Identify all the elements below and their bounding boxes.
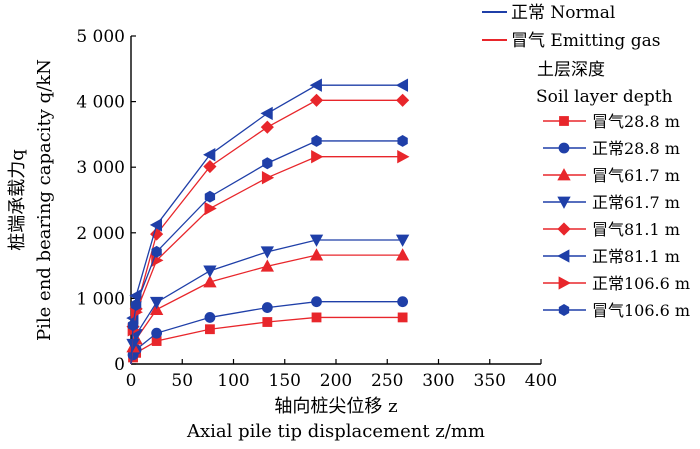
data-point: [262, 317, 273, 327]
x-tick-label: 0: [126, 371, 137, 391]
x-axis-ticks: 0 50 100 150 200 250 300 350 400: [126, 359, 557, 391]
x-tick-label: 200: [320, 371, 352, 391]
series-0: [128, 312, 408, 365]
data-point: [203, 148, 216, 162]
data-point: [309, 234, 324, 247]
legend-marker: [559, 116, 569, 126]
data-point: [260, 120, 274, 134]
data-point: [261, 171, 275, 185]
data-point: [309, 93, 324, 107]
data-point: [205, 324, 215, 335]
legend-marker: [557, 222, 571, 236]
x-tick-label: 100: [217, 371, 249, 391]
data-point: [311, 134, 322, 147]
legend-marker: [557, 168, 571, 181]
legend-label: 正常106.6 m: [592, 274, 690, 293]
series-layer: [126, 78, 410, 365]
series-1: [127, 296, 409, 365]
x-tick-label: 350: [474, 371, 506, 391]
series-7: [127, 134, 408, 365]
data-point: [127, 319, 139, 332]
x-tick-label: 250: [371, 371, 403, 391]
y-tick-label: 0: [114, 355, 125, 375]
legend-label: 正常28.8 m: [592, 139, 680, 158]
legend-normal-label: 正常 Normal: [511, 3, 615, 23]
data-point: [396, 93, 410, 107]
data-point: [262, 157, 273, 170]
data-point: [395, 234, 410, 247]
data-point: [149, 296, 164, 310]
x-axis-title-en: Axial pile tip displacement z/mm: [186, 421, 485, 442]
x-tick-label: 50: [171, 371, 193, 391]
data-point: [311, 296, 322, 308]
legend-label: 冒气81.1 m: [592, 220, 680, 239]
legend-marker: [558, 276, 571, 290]
legend-label: 冒气106.6 m: [592, 301, 690, 320]
data-point: [203, 275, 217, 288]
data-point: [397, 312, 408, 323]
x-tick-label: 300: [422, 371, 454, 391]
data-point: [151, 245, 162, 258]
legend-label: 冒气61.7 m: [592, 166, 680, 185]
data-point: [395, 78, 409, 92]
data-point: [311, 312, 322, 323]
x-tick-label: 150: [269, 371, 301, 391]
y-axis-title-en: Pile end bearing capacity q/kN: [34, 59, 55, 341]
x-axis-title-cn: 轴向桩尖位移 z: [274, 396, 397, 417]
data-point: [151, 327, 163, 339]
data-point: [204, 190, 216, 203]
data-point: [309, 248, 324, 261]
data-point: [130, 298, 142, 311]
legend-label: 冒气28.8 m: [592, 112, 680, 131]
legend-label: 正常61.7 m: [592, 193, 680, 212]
series-3: [126, 234, 410, 365]
y-tick-label: 4 000: [76, 93, 125, 113]
y-tick-label: 5 000: [76, 27, 125, 47]
y-tick-label: 1 000: [76, 289, 125, 309]
data-point: [261, 302, 273, 313]
data-point: [395, 248, 410, 261]
legend-depth-title-cn: 土层深度: [537, 60, 605, 80]
data-point: [309, 78, 322, 92]
y-tick-label: 3 000: [76, 158, 125, 178]
data-point: [260, 246, 274, 259]
data-point: [397, 296, 409, 308]
legend-marker: [557, 196, 571, 209]
legend-marker: [558, 304, 570, 316]
data-point: [204, 201, 217, 216]
data-point: [260, 259, 274, 272]
legend-series-entries: 冒气28.8 m 正常28.8 m 冒气61.7 m 正常61.7 m 冒气81.1 m…: [543, 112, 690, 320]
data-point: [203, 159, 217, 174]
data-point: [397, 150, 410, 164]
legend-marker: [557, 249, 570, 263]
legend-depth-title-en: Soil layer depth: [536, 87, 673, 107]
data-point: [397, 134, 408, 147]
y-axis-ticks: 0 1 000 2 000 3 000 4 000 5 000: [76, 27, 136, 375]
legend: 正常 Normal 冒气 Emitting gas 土层深度 Soil laye…: [482, 3, 690, 320]
x-tick-label: 400: [525, 371, 557, 391]
series-line: [130, 156, 403, 365]
data-point: [204, 312, 216, 323]
data-point: [311, 150, 324, 164]
data-point: [149, 218, 163, 232]
legend-label: 正常81.1 m: [592, 247, 680, 266]
y-axis-title-cn: 桩端承载力q: [7, 149, 28, 251]
legend-marker: [558, 142, 570, 154]
data-point: [203, 265, 217, 278]
legend-emitting-label: 冒气 Emitting gas: [511, 31, 660, 51]
series-6: [127, 150, 410, 365]
data-point: [260, 106, 273, 121]
y-tick-label: 2 000: [76, 224, 125, 244]
